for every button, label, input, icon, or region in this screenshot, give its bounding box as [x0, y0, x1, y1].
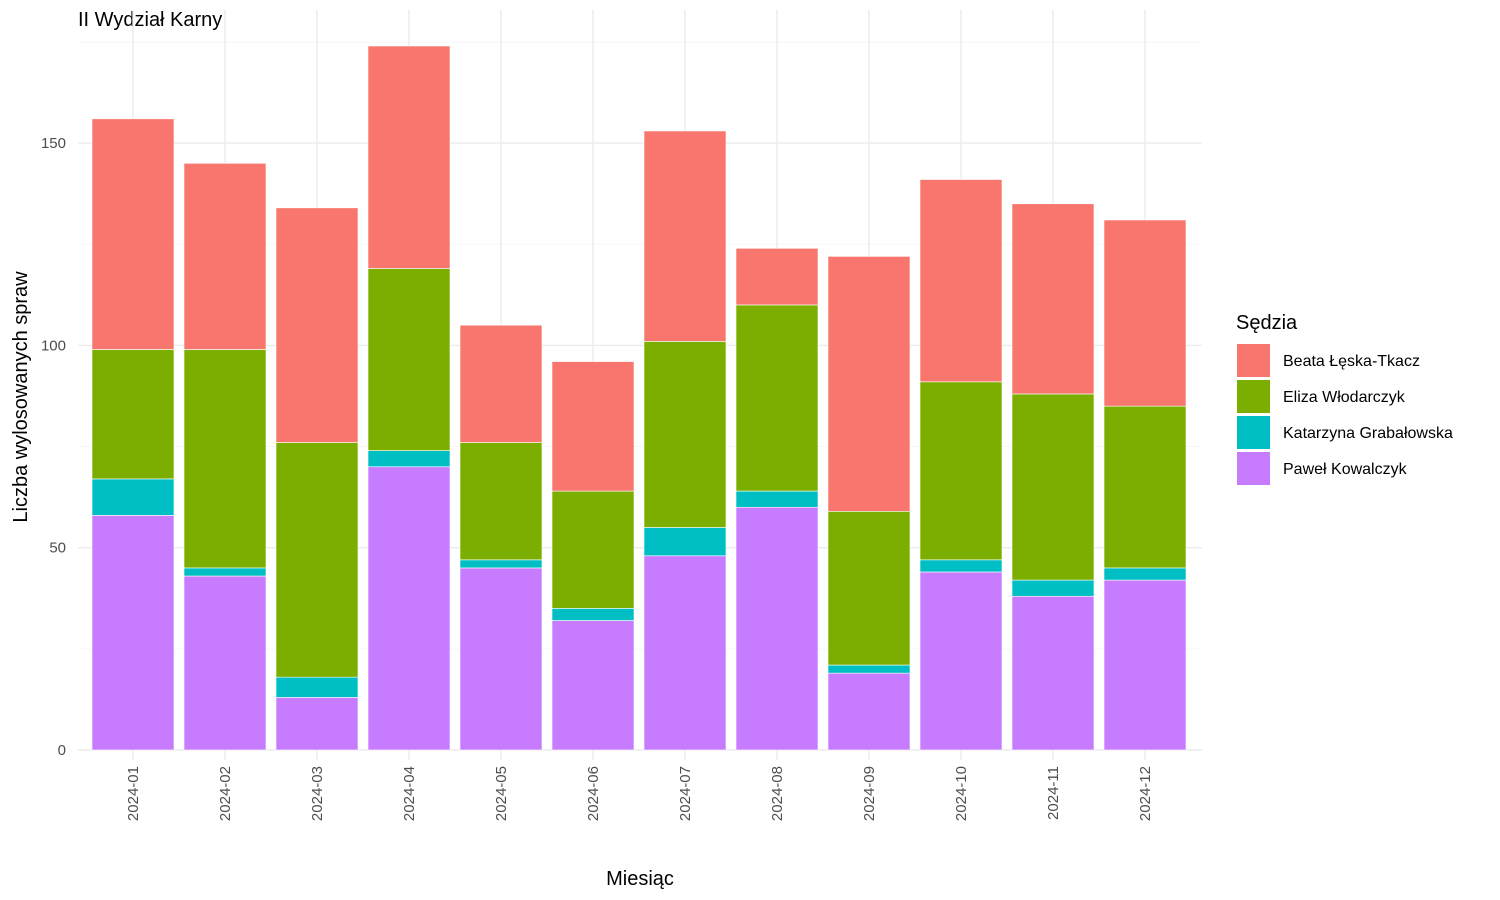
bar-segment — [551, 490, 635, 609]
bar-segment — [275, 697, 359, 751]
bar-segment — [459, 559, 543, 569]
x-axis-ticks: 2024-01 2024-02 2024-03 2024-04 2024-05 2024-… — [125, 766, 1154, 821]
bar-segment — [919, 571, 1003, 751]
bar-segment — [183, 575, 267, 751]
x-tick-label: 2024-08 — [769, 766, 786, 821]
x-tick-label: 2024-06 — [585, 766, 602, 821]
x-tick-label: 2024-09 — [861, 766, 878, 821]
bar-stack-2024-01 — [91, 118, 175, 751]
bar-segment — [91, 478, 175, 516]
x-tick-label: 2024-12 — [1137, 766, 1154, 821]
bar-stack-2024-03 — [275, 207, 359, 751]
legend-label: Katarzyna Grabałowska — [1283, 425, 1453, 442]
bar-segment — [827, 510, 911, 666]
bars — [91, 45, 1187, 751]
y-axis-title: Liczba wylosowanych spraw — [10, 271, 32, 523]
bar-stack-2024-02 — [183, 163, 267, 751]
bar-segment — [1103, 405, 1187, 569]
bar-segment — [643, 527, 727, 557]
legend-item: Eliza Włodarczyk — [1237, 380, 1406, 413]
bar-segment — [91, 349, 175, 480]
x-tick-label: 2024-03 — [309, 766, 326, 821]
bar-segment — [735, 506, 819, 751]
bar-segment — [1011, 203, 1095, 395]
x-axis-title: Miesiąc — [606, 868, 674, 890]
bar-segment — [551, 361, 635, 492]
legend-swatch — [1237, 452, 1270, 485]
bar-segment — [1103, 579, 1187, 751]
bar-stack-2024-12 — [1103, 219, 1187, 751]
bar-segment — [551, 608, 635, 621]
bar-stack-2024-11 — [1011, 203, 1095, 751]
legend: Sędzia Beata Łęska-Tkacz Eliza Włodarczyk… — [1236, 312, 1453, 485]
legend-items: Beata Łęska-Tkacz Eliza Włodarczyk Katarzy… — [1237, 344, 1453, 485]
x-tick-label: 2024-02 — [217, 766, 234, 821]
bar-segment — [551, 620, 635, 751]
bar-segment — [827, 664, 911, 674]
bar-segment — [459, 324, 543, 443]
bar-segment — [643, 341, 727, 528]
bar-segment — [275, 676, 359, 698]
legend-title: Sędzia — [1236, 312, 1298, 334]
bar-segment — [643, 130, 727, 342]
bar-segment — [827, 672, 911, 751]
y-tick-label: 100 — [41, 337, 66, 354]
y-tick-label: 50 — [49, 540, 66, 557]
x-tick-label: 2024-10 — [953, 766, 970, 821]
bar-stack-2024-04 — [367, 45, 451, 751]
legend-swatch — [1237, 344, 1270, 377]
bar-segment — [367, 268, 451, 451]
legend-label: Paweł Kowalczyk — [1283, 461, 1408, 478]
bar-segment — [735, 247, 819, 306]
legend-item: Paweł Kowalczyk — [1237, 452, 1408, 485]
bar-stack-2024-09 — [827, 256, 911, 751]
y-tick-label: 150 — [41, 135, 66, 152]
bar-segment — [367, 450, 451, 468]
y-tick-label: 0 — [58, 742, 66, 759]
bar-segment — [183, 567, 267, 577]
bar-segment — [919, 381, 1003, 561]
bar-segment — [459, 567, 543, 751]
x-tick-label: 2024-04 — [401, 766, 418, 821]
bar-segment — [91, 515, 175, 751]
x-tick-label: 2024-05 — [493, 766, 510, 821]
bar-segment — [919, 559, 1003, 573]
x-tick-label: 2024-07 — [677, 766, 694, 821]
bar-segment — [1011, 579, 1095, 597]
x-tick-label: 2024-11 — [1045, 766, 1062, 820]
legend-item: Katarzyna Grabałowska — [1237, 416, 1453, 449]
bar-segment — [183, 163, 267, 350]
bar-segment — [367, 45, 451, 269]
legend-label: Eliza Włodarczyk — [1283, 389, 1406, 406]
bar-segment — [275, 207, 359, 443]
bar-segment — [1103, 219, 1187, 407]
bar-segment — [275, 442, 359, 678]
bar-stack-2024-08 — [735, 247, 819, 751]
bar-segment — [367, 466, 451, 751]
bar-segment — [643, 555, 727, 751]
y-axis-ticks: 0 50 100 150 — [41, 135, 66, 759]
bar-stack-2024-10 — [919, 179, 1003, 751]
legend-swatch — [1237, 380, 1270, 413]
bar-segment — [735, 490, 819, 508]
bar-stack-2024-06 — [551, 361, 635, 751]
bar-segment — [1011, 393, 1095, 581]
bar-segment — [827, 256, 911, 512]
bar-segment — [183, 349, 267, 569]
bar-segment — [919, 179, 1003, 383]
legend-swatch — [1237, 416, 1270, 449]
legend-item: Beata Łęska-Tkacz — [1237, 344, 1420, 377]
bar-segment — [459, 442, 543, 561]
bar-segment — [735, 304, 819, 492]
chart-title: II Wydział Karny — [78, 9, 222, 31]
x-tick-label: 2024-01 — [125, 766, 142, 821]
bar-stack-2024-07 — [643, 130, 727, 751]
bar-segment — [91, 118, 175, 350]
bar-segment — [1103, 567, 1187, 581]
legend-label: Beata Łęska-Tkacz — [1283, 353, 1420, 370]
bar-segment — [1011, 595, 1095, 751]
bar-stack-2024-05 — [459, 324, 543, 751]
